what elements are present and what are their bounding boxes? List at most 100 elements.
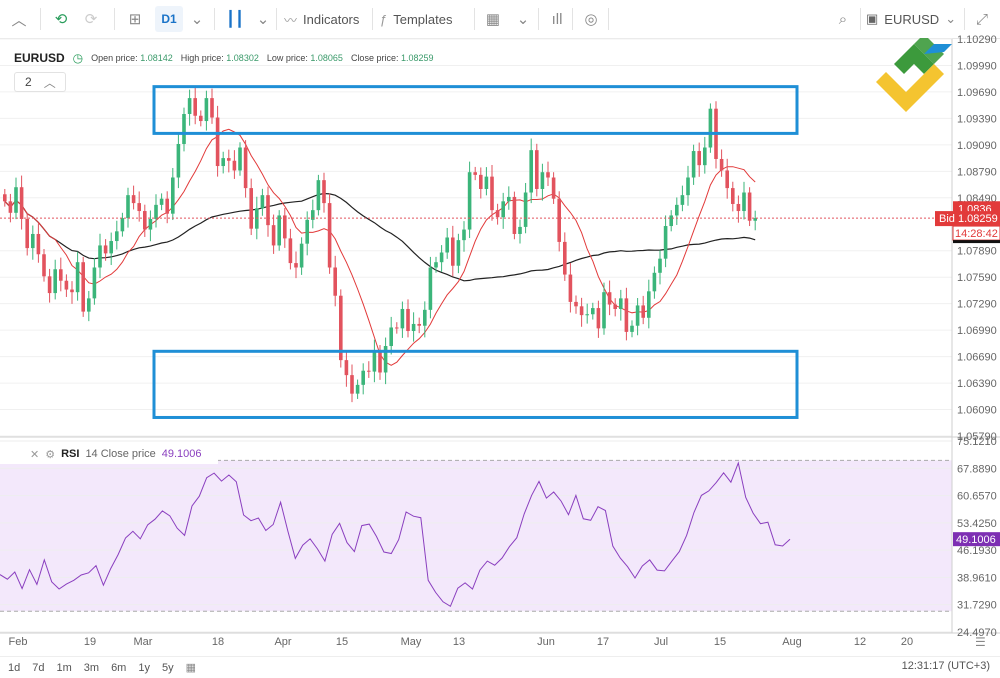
- candle-body: [271, 225, 276, 246]
- candle-body: [187, 98, 192, 114]
- rsi-value-tag-bg: [953, 532, 1000, 547]
- countdown-tag-label: 14:28:42: [955, 228, 998, 240]
- period-6m[interactable]: 6m: [111, 661, 127, 674]
- time-tick-label: May: [401, 636, 422, 648]
- candle-body: [120, 218, 125, 232]
- candle-body: [47, 276, 52, 294]
- candle-body: [512, 196, 517, 234]
- candle-body: [355, 384, 360, 394]
- price-tick-label: 1.05790: [957, 431, 997, 443]
- candle-body: [98, 245, 102, 268]
- axis-settings-icon: ☰: [975, 635, 986, 649]
- price-tick-label: 1.09990: [957, 60, 997, 72]
- calendar-range-icon[interactable]: ▦: [185, 662, 196, 674]
- close-value: 1.08259: [400, 53, 434, 63]
- candle-body: [131, 195, 136, 204]
- candle-body: [585, 314, 589, 316]
- candle-body: [624, 298, 629, 332]
- timeframe-button[interactable]: D1: [155, 6, 183, 32]
- price-tick-label: 1.06990: [957, 325, 997, 337]
- chevron-up-icon: ︿: [43, 75, 56, 90]
- candle-body: [165, 198, 169, 214]
- candle-body: [439, 252, 444, 263]
- candle-body: [137, 203, 141, 212]
- indicators-icon: 〰: [284, 12, 298, 28]
- candle-body: [389, 327, 393, 347]
- time-tick-label: Jul: [654, 636, 668, 648]
- candle-body: [529, 150, 533, 193]
- candle-body: [523, 192, 528, 227]
- candle-body: [591, 308, 595, 315]
- period-1m[interactable]: 1m: [56, 661, 72, 674]
- candle-body: [311, 210, 315, 220]
- period-1d[interactable]: 1d: [8, 661, 21, 674]
- candle-body: [596, 308, 601, 329]
- candle-body: [316, 180, 321, 211]
- high-value: 1.08302: [226, 53, 259, 63]
- templates-label: Templates: [393, 11, 453, 27]
- candle-body: [159, 198, 164, 205]
- period-3m[interactable]: 3m: [83, 661, 100, 674]
- candlestick-icon[interactable]: ┃┃: [225, 11, 245, 28]
- calendar-chevron-down-icon[interactable]: ⌄: [516, 11, 530, 28]
- candle-body: [563, 241, 567, 275]
- candle-body: [719, 158, 724, 171]
- symbol-label: EURUSD: [884, 11, 940, 27]
- price-tick-label: 1.06090: [957, 405, 997, 417]
- close-label: Close price:: [350, 53, 399, 63]
- period-7d[interactable]: 7d: [32, 661, 45, 674]
- candle-body: [322, 180, 326, 204]
- divider: [964, 8, 965, 30]
- candle-body: [288, 238, 293, 264]
- layers-toggle[interactable]: 2 ︿: [14, 72, 66, 92]
- candle-body: [148, 218, 153, 230]
- candle-body: [400, 308, 405, 329]
- indicators-button[interactable]: 〰 Indicators: [284, 0, 359, 38]
- current-tag-bg: [953, 201, 1000, 215]
- chart-type-chevron-down-icon[interactable]: ⌄: [256, 11, 270, 28]
- candle-body: [70, 289, 74, 293]
- candle-body: [736, 203, 741, 212]
- timeframe-chevron-down-icon[interactable]: ⌄: [190, 11, 204, 28]
- camera-icon[interactable]: ◎: [584, 11, 598, 28]
- fullscreen-icon[interactable]: ⤢: [975, 10, 988, 28]
- symbol-chevron-down-icon: ⌄: [945, 11, 957, 26]
- bars-icon[interactable]: ıll: [551, 10, 563, 28]
- candle-body: [540, 172, 545, 189]
- templates-button[interactable]: ƒ Templates: [380, 0, 452, 38]
- rsi-line: [0, 461, 791, 608]
- candle-body: [221, 158, 225, 167]
- candle-body: [501, 201, 505, 218]
- candle-body: [658, 258, 662, 273]
- calendar-icon[interactable]: ▦: [485, 11, 501, 28]
- candle-body: [204, 98, 209, 122]
- rsi-tick-label: 60.6570: [957, 491, 997, 503]
- time-tick-label: Jun: [537, 636, 555, 648]
- undo-icon[interactable]: ⟲: [54, 11, 68, 28]
- redo-icon[interactable]: ⟳: [84, 11, 98, 28]
- rsi-value: 49.1006: [161, 448, 202, 460]
- search-icon[interactable]: ⌕: [838, 10, 848, 28]
- add-icon[interactable]: ⊞: [128, 11, 142, 28]
- close-icon[interactable]: ✕: [30, 448, 40, 461]
- price-chart[interactable]: 1.10290 1.09990 1.09690 1.09390 1.09090 1.087…: [0, 0, 1000, 656]
- chevron-up-icon[interactable]: ︿: [11, 11, 27, 29]
- gear-icon[interactable]: ⚙: [45, 448, 56, 461]
- top-toolbar: ︿ ⟲ ⟳ ⊞ D1 ⌄ ┃┃ ⌄ 〰 Indicators ƒ Templat…: [0, 0, 1000, 39]
- candle-body: [25, 218, 29, 249]
- resistance-zone-box: [152, 85, 799, 135]
- candle-body: [574, 301, 578, 307]
- period-5y[interactable]: 5y: [161, 661, 174, 674]
- rsi-value-tag-label: 49.1006: [956, 534, 996, 546]
- candle-body: [568, 274, 573, 302]
- rsi-legend: ✕ ⚙ RSI 14 Close price 49.1006: [0, 444, 218, 464]
- candle-body: [484, 176, 489, 189]
- period-1y[interactable]: 1y: [138, 661, 150, 674]
- candle-body: [546, 172, 550, 178]
- candle-body: [294, 263, 298, 268]
- candle-body: [367, 370, 371, 372]
- symbol-selector[interactable]: ▣ EURUSD ⌄: [866, 0, 956, 38]
- candle-body: [299, 243, 304, 268]
- candle-body: [703, 147, 707, 166]
- candle-body: [445, 237, 449, 253]
